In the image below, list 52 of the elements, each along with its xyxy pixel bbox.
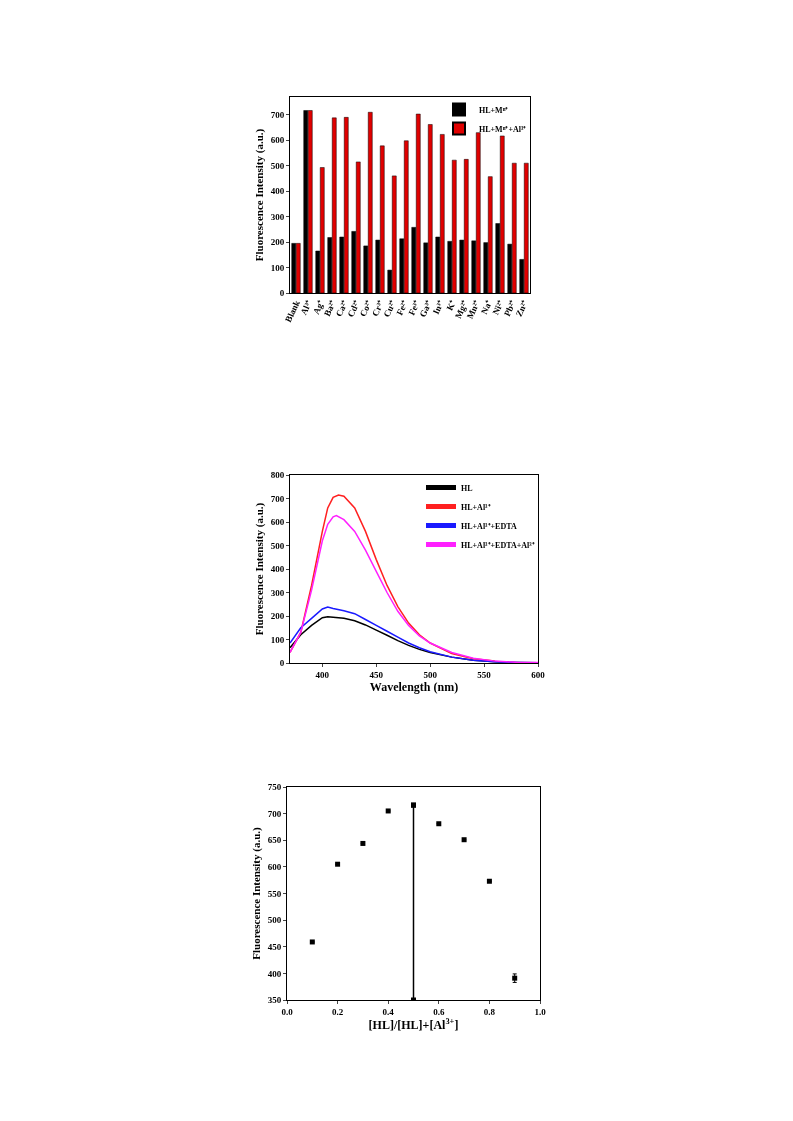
y-tick-label: 750 [267, 782, 282, 793]
x-tick-label: 500 [423, 669, 438, 680]
y-tick-label: 300 [270, 211, 285, 222]
y-tick-label: 550 [267, 888, 282, 899]
y-tick-label: 700 [270, 493, 285, 504]
legend-label: HL+Al³⁺+EDTA [461, 521, 517, 531]
legend-label: HL+Al³⁺+EDTA+Al³⁺ [461, 540, 535, 550]
legend-label: HL+Mⁿ⁺ [479, 105, 509, 115]
y-tick-label: 350 [267, 995, 282, 1006]
x-tick-label: 600 [531, 669, 546, 680]
legend-label: HL [461, 483, 473, 493]
y-tick-label: 800 [270, 470, 285, 481]
y-axis-title: Fluorescence Intensity (a.u.) [250, 826, 264, 960]
y-tick-label: 0 [279, 658, 285, 669]
x-axis-title: [HL]/[HL]+[Al$^{3+}$] [368, 1016, 459, 1032]
y-tick-label: 700 [270, 109, 285, 120]
x-tick-label: Zn²⁺ [513, 298, 530, 319]
y-tick-label: 500 [270, 540, 285, 551]
y-tick-label: 400 [270, 564, 285, 575]
y-tick-label: 650 [267, 835, 282, 846]
x-tick-label: 0.0 [281, 1006, 294, 1017]
y-axis-title: Fluorescence Intensity (a.u.) [253, 128, 267, 262]
x-tick-label: Co²⁺ [357, 298, 374, 319]
x-tick-label: 450 [369, 669, 384, 680]
y-tick-label: 100 [270, 634, 285, 645]
y-tick-label: 300 [270, 587, 285, 598]
x-axis-title: Wavelength (nm) [369, 679, 459, 694]
x-tick-label: 550 [477, 669, 492, 680]
y-tick-label: 450 [267, 941, 282, 952]
legend-label: HL+Al³⁺ [461, 502, 491, 512]
x-tick-label: 1.0 [534, 1006, 547, 1017]
y-tick-label: 600 [270, 517, 285, 528]
legend-label: HL+Mⁿ⁺+Al³⁺ [479, 124, 527, 134]
y-tick-label: 400 [267, 968, 282, 979]
y-tick-label: 600 [267, 862, 282, 873]
y-tick-label: 100 [270, 262, 285, 273]
y-tick-label: 700 [267, 808, 282, 819]
x-tick-label: Blank [283, 298, 302, 324]
y-tick-label: 500 [267, 915, 282, 926]
x-tick-label: 0.4 [382, 1006, 395, 1017]
y-tick-label: 500 [270, 160, 285, 171]
x-tick-label: 0.2 [331, 1006, 344, 1017]
x-tick-label: 0.8 [483, 1006, 496, 1017]
y-tick-label: 400 [270, 186, 285, 197]
y-tick-label: 600 [270, 135, 285, 146]
y-axis-title: Fluorescence Intensity (a.u.) [253, 502, 267, 636]
x-tick-label: 0.6 [433, 1006, 445, 1017]
x-tick-label: 400 [315, 669, 330, 680]
y-tick-label: 200 [270, 611, 285, 622]
y-tick-label: 200 [270, 237, 285, 248]
x-tick-label: K⁺ [444, 298, 458, 313]
y-tick-label: 0 [279, 288, 285, 299]
